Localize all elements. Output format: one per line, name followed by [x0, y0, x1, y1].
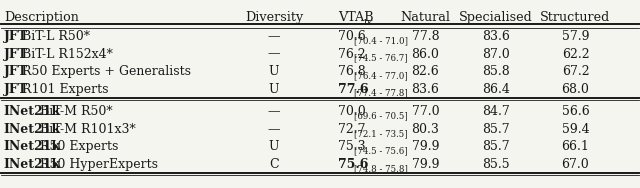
Text: 1K: 1K	[362, 19, 373, 27]
Text: INet21k: INet21k	[4, 123, 61, 136]
Text: 83.6: 83.6	[412, 83, 439, 96]
Text: Diversity: Diversity	[245, 11, 303, 24]
Text: 84.7: 84.7	[482, 105, 509, 118]
Text: 75.3: 75.3	[338, 140, 365, 153]
Text: —: —	[268, 48, 280, 61]
Text: —: —	[268, 123, 280, 136]
Text: U: U	[269, 65, 279, 78]
Text: BiT-M R50*: BiT-M R50*	[36, 105, 113, 118]
Text: Specialised: Specialised	[459, 11, 532, 24]
Text: INet21k: INet21k	[4, 158, 61, 171]
Text: U: U	[269, 140, 279, 153]
Text: Description: Description	[4, 11, 79, 24]
Text: [72.1 - 73.5]: [72.1 - 73.5]	[355, 129, 408, 138]
Text: 86.4: 86.4	[482, 83, 509, 96]
Text: 79.9: 79.9	[412, 158, 439, 171]
Text: JFT: JFT	[4, 65, 28, 78]
Text: —: —	[268, 30, 280, 43]
Text: 56.6: 56.6	[561, 105, 589, 118]
Text: 77.8: 77.8	[412, 30, 439, 43]
Text: 85.8: 85.8	[482, 65, 509, 78]
Text: 79.9: 79.9	[412, 140, 439, 153]
Text: 75.6: 75.6	[338, 158, 368, 171]
Text: VTAB: VTAB	[338, 11, 373, 24]
Text: 87.0: 87.0	[482, 48, 509, 61]
Text: BiT-L R50*: BiT-L R50*	[18, 30, 90, 43]
Text: 66.1: 66.1	[561, 140, 589, 153]
Text: 57.9: 57.9	[562, 30, 589, 43]
Text: [77.4 - 77.8]: [77.4 - 77.8]	[355, 89, 408, 98]
Text: [74.8 - 75.8]: [74.8 - 75.8]	[355, 164, 408, 173]
Text: 77.6: 77.6	[338, 83, 369, 96]
Text: 72.7: 72.7	[338, 123, 365, 136]
Text: 76.8: 76.8	[338, 65, 365, 78]
Text: [76.4 - 77.0]: [76.4 - 77.0]	[355, 71, 408, 80]
Text: INet21k: INet21k	[4, 140, 61, 153]
Text: U: U	[269, 83, 279, 96]
Text: JFT: JFT	[4, 48, 28, 61]
Text: 67.2: 67.2	[562, 65, 589, 78]
Text: 85.5: 85.5	[482, 158, 509, 171]
Text: 70.0: 70.0	[338, 105, 365, 118]
Text: INet21k: INet21k	[4, 105, 61, 118]
Text: C: C	[269, 158, 279, 171]
Text: [74.5 - 76.7]: [74.5 - 76.7]	[355, 54, 408, 63]
Text: 77.0: 77.0	[412, 105, 439, 118]
Text: R50 HyperExperts: R50 HyperExperts	[36, 158, 158, 171]
Text: BiT-L R152x4*: BiT-L R152x4*	[18, 48, 113, 61]
Text: 67.0: 67.0	[561, 158, 589, 171]
Text: 86.0: 86.0	[412, 48, 439, 61]
Text: 59.4: 59.4	[562, 123, 589, 136]
Text: R50 Experts + Generalists: R50 Experts + Generalists	[18, 65, 191, 78]
Text: [70.4 - 71.0]: [70.4 - 71.0]	[355, 36, 408, 45]
Text: 85.7: 85.7	[482, 123, 509, 136]
Text: 80.3: 80.3	[412, 123, 439, 136]
Text: Natural: Natural	[401, 11, 451, 24]
Text: R101 Experts: R101 Experts	[18, 83, 108, 96]
Text: 76.2: 76.2	[338, 48, 365, 61]
Text: —: —	[268, 105, 280, 118]
Text: [74.5 - 75.6]: [74.5 - 75.6]	[355, 147, 408, 156]
Text: 83.6: 83.6	[482, 30, 509, 43]
Text: 82.6: 82.6	[412, 65, 439, 78]
Text: JFT: JFT	[4, 83, 28, 96]
Text: JFT: JFT	[4, 30, 28, 43]
Text: 70.6: 70.6	[338, 30, 365, 43]
Text: [69.6 - 70.5]: [69.6 - 70.5]	[355, 111, 408, 121]
Text: 85.7: 85.7	[482, 140, 509, 153]
Text: 62.2: 62.2	[562, 48, 589, 61]
Text: Structured: Structured	[540, 11, 611, 24]
Text: 68.0: 68.0	[561, 83, 589, 96]
Text: BiT-M R101x3*: BiT-M R101x3*	[36, 123, 136, 136]
Text: R50 Experts: R50 Experts	[36, 140, 118, 153]
